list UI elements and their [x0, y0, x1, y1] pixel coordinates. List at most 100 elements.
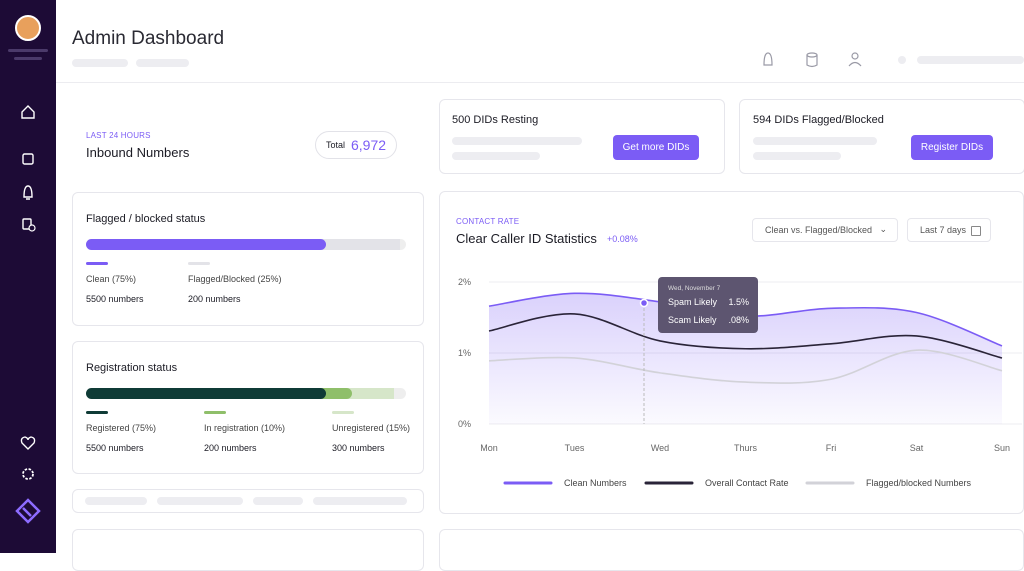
chart-title: Clear Caller ID Statistics: [456, 231, 597, 246]
legend-label: Unregistered (15%): [332, 423, 411, 433]
chart-card: CONTACT RATE Clear Caller ID Statistics …: [439, 191, 1024, 514]
x-tick-label: Mon: [480, 443, 498, 453]
chart: 0% 1% 2% Mon Tues Wed Thurs Fri Sat Sun Clean Numb…: [458, 277, 1022, 488]
chevron: ⌄: [879, 224, 887, 234]
tooltip-label: Scam Likely: [668, 315, 717, 325]
user-icon[interactable]: [851, 52, 859, 60]
x-tick-label: Thurs: [734, 443, 758, 453]
clock-icon[interactable]: [22, 218, 32, 230]
card-title: Flagged / blocked status: [86, 213, 206, 225]
logo[interactable]: [15, 498, 41, 524]
header-divider: [56, 82, 1024, 83]
skeleton: [136, 59, 189, 67]
card-title: Registration status: [86, 362, 178, 374]
calendar-icon: [971, 226, 981, 236]
line: [488, 313, 1003, 359]
card-title: Inbound Numbers: [86, 145, 190, 160]
legend-count: 300 numbers: [332, 443, 385, 453]
notification-icon[interactable]: [763, 52, 773, 66]
skeleton: [157, 497, 243, 505]
bell-icon[interactable]: [23, 185, 33, 200]
legend-swatch: [332, 411, 354, 414]
x-tick-label: Sun: [994, 443, 1010, 453]
kicker: CONTACT RATE: [456, 217, 520, 226]
progress-bar: [86, 239, 406, 250]
bar-segment: [320, 239, 400, 250]
status-card: Flagged / blocked status Clean (75%) 5500…: [72, 192, 424, 326]
card-title: 500 DIDs Resting: [452, 114, 539, 126]
skeleton: [8, 49, 48, 52]
range-label: Last 7 days: [920, 225, 967, 235]
bar-segment: [320, 388, 352, 399]
y-tick-label: 2%: [458, 277, 471, 287]
skeleton: [313, 497, 407, 505]
skeleton: [452, 152, 540, 160]
x-tick-label: Tues: [565, 443, 585, 453]
bar-segment: [86, 388, 326, 399]
settings-icon[interactable]: [22, 468, 34, 480]
skeleton: [72, 59, 128, 67]
placeholder-card: [72, 489, 424, 513]
tooltip-date: Wed, November 7: [668, 285, 721, 292]
hover-marker: [639, 298, 649, 308]
placeholder-card: [439, 529, 1024, 571]
avatar[interactable]: [15, 15, 41, 41]
database-icon[interactable]: [806, 52, 818, 58]
legend-label: Clean (75%): [86, 274, 137, 284]
sidebar-icons: [8, 15, 48, 524]
total-label: Total: [325, 140, 345, 150]
legend-swatch: [86, 411, 108, 414]
tooltip-label: Spam Likely: [668, 297, 718, 307]
header-icons: [763, 52, 862, 68]
x-tick-label: Fri: [826, 443, 837, 453]
y-tick-label: 0%: [458, 419, 471, 429]
page-title: Admin Dashboard: [72, 28, 225, 49]
legend-swatch: [204, 411, 226, 414]
clock-icon: [28, 224, 36, 232]
card-title: 594 DIDs Flagged/Blocked: [753, 114, 884, 126]
line: [488, 349, 1003, 384]
legend-swatch: [86, 262, 108, 265]
filter-dropdown[interactable]: Clean vs. Flagged/Blocked ⌄: [752, 218, 898, 242]
calendar-icon[interactable]: [22, 153, 34, 165]
legend-label: Flagged/blocked Numbers: [866, 478, 972, 488]
progress-bar: [86, 388, 406, 399]
database-icon: [806, 55, 818, 68]
filter-label: Clean vs. Flagged/Blocked: [765, 225, 873, 235]
bar-segment: [86, 239, 326, 250]
status-dot: [898, 56, 906, 64]
x-tick-label: Wed: [651, 443, 669, 453]
card: 594 DIDs Flagged/Blocked Register DIDs: [739, 99, 1024, 174]
heart-icon[interactable]: [20, 436, 36, 450]
status-card: Registration status Registered (75%) 5500…: [72, 341, 424, 474]
skeleton: [452, 137, 582, 145]
legend-label: Clean Numbers: [564, 478, 627, 488]
user-icon: [848, 61, 862, 67]
legend-label: In registration (10%): [204, 423, 286, 433]
skeleton: [917, 56, 1024, 64]
legend-count: 5500 numbers: [86, 443, 144, 453]
tooltip-value: .08%: [728, 315, 749, 325]
total-pill: Total 6,972: [315, 131, 397, 159]
bar-segment: [346, 388, 394, 399]
legend-label: Overall Contact Rate: [705, 478, 789, 488]
legend-count: 200 numbers: [188, 294, 241, 304]
tooltip: [658, 277, 758, 333]
card: 500 DIDs Resting Get more DIDs: [439, 99, 725, 174]
skeleton: [753, 137, 877, 145]
legend-label: Registered (75%): [86, 423, 157, 433]
y-tick-label: 1%: [458, 348, 471, 358]
x-tick-label: Sat: [910, 443, 924, 453]
home-icon[interactable]: [21, 105, 35, 119]
total-value: 6,972: [350, 137, 387, 153]
get-dids-button[interactable]: Get more DIDs: [613, 135, 699, 160]
tooltip-value: 1.5%: [728, 297, 749, 307]
register-dids-button[interactable]: Register DIDs: [911, 135, 993, 160]
skeleton: [253, 497, 303, 505]
skeleton: [85, 497, 147, 505]
legend-count: 5500 numbers: [86, 294, 144, 304]
range-dropdown[interactable]: Last 7 days: [907, 218, 991, 242]
placeholder-card: [72, 529, 424, 571]
legend-swatch: [188, 262, 210, 265]
